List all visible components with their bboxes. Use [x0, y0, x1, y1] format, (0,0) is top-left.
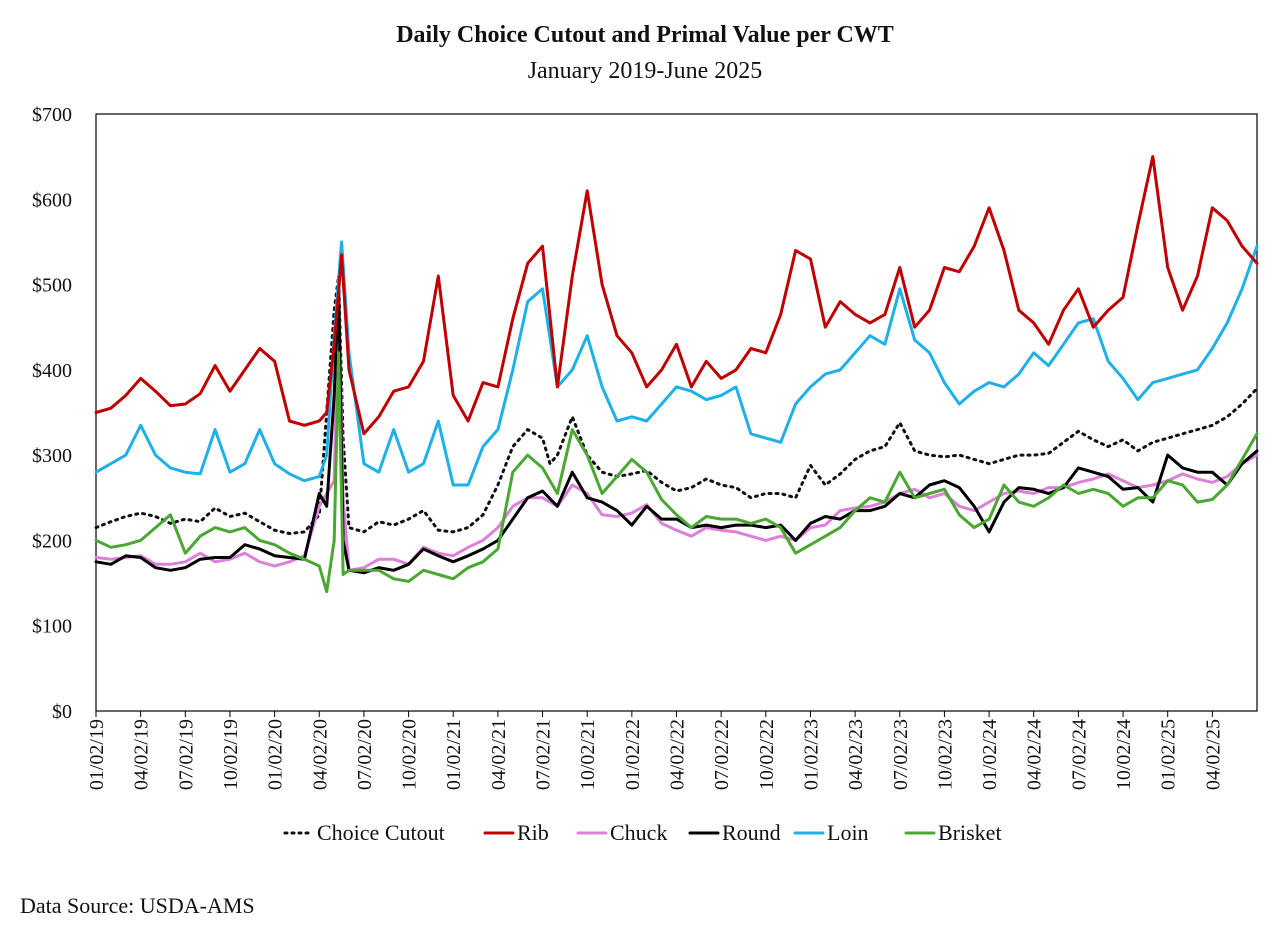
x-tick-label: 01/02/21	[443, 719, 465, 790]
x-tick-label: 04/02/24	[1024, 719, 1046, 790]
x-tick-label: 10/02/21	[577, 719, 599, 790]
y-tick-label: $200	[32, 530, 72, 552]
x-tick-label: 04/02/21	[488, 719, 510, 790]
legend: Choice Cutout Rib Chuck Round Loin Brisket	[283, 820, 1002, 845]
x-tick-label: 10/02/24	[1113, 719, 1135, 790]
x-tick-label: 10/02/22	[756, 719, 778, 790]
y-tick-label: $600	[32, 189, 72, 211]
y-tick-label: $700	[32, 104, 72, 126]
x-tick-label: 07/02/20	[354, 719, 376, 790]
series-lines	[94, 155, 1259, 594]
data-source-note: Data Source: USDA-AMS	[20, 893, 255, 918]
x-tick-label: 07/02/23	[890, 719, 912, 790]
legend-label: Chuck	[610, 820, 667, 845]
series-line-loin	[94, 240, 1259, 487]
plot-area	[95, 113, 1258, 712]
chart-title: Daily Choice Cutout and Primal Value per…	[396, 22, 894, 48]
series-line-brisket	[94, 351, 1259, 594]
y-tick-label: $100	[32, 616, 72, 638]
x-tick-label: 01/02/25	[1158, 719, 1180, 790]
x-tick-label: 01/02/20	[265, 719, 287, 790]
series-line-rib	[94, 155, 1259, 436]
x-tick-label: 01/02/23	[800, 719, 822, 790]
x-axis: 01/02/19 04/02/19 07/02/19 10/02/19 01/02/20…	[86, 711, 1224, 790]
y-tick-label: $500	[32, 275, 72, 297]
chart-subtitle: January 2019-June 2025	[527, 58, 763, 84]
x-tick-label: 07/02/19	[175, 719, 197, 790]
legend-label: Round	[722, 820, 781, 845]
x-tick-label: 04/02/22	[667, 719, 689, 790]
legend-label: Brisket	[938, 820, 1002, 845]
legend-label: Rib	[517, 820, 549, 845]
x-tick-label: 10/02/19	[220, 719, 242, 790]
y-tick-label: $0	[52, 701, 72, 723]
x-tick-label: 04/02/25	[1202, 719, 1224, 790]
x-tick-label: 04/02/19	[131, 719, 153, 790]
x-tick-label: 07/02/24	[1068, 719, 1090, 790]
x-tick-label: 07/02/22	[711, 719, 733, 790]
y-tick-label: $400	[32, 360, 72, 382]
y-tick-label: $300	[32, 445, 72, 467]
legend-label: Choice Cutout	[317, 820, 445, 845]
x-tick-label: 01/02/19	[86, 719, 108, 790]
legend-label: Loin	[827, 820, 869, 845]
x-tick-label: 07/02/21	[533, 719, 555, 790]
x-tick-label: 04/02/23	[845, 719, 867, 790]
x-tick-label: 10/02/23	[934, 719, 956, 790]
y-axis: $0 $100 $200 $300 $400 $500 $600 $700	[32, 104, 72, 723]
x-tick-label: 04/02/20	[309, 719, 331, 790]
x-tick-label: 01/02/24	[979, 719, 1001, 790]
series-line-choice-cutout	[94, 274, 1259, 536]
x-tick-label: 01/02/22	[622, 719, 644, 790]
x-tick-label: 10/02/20	[399, 719, 421, 790]
